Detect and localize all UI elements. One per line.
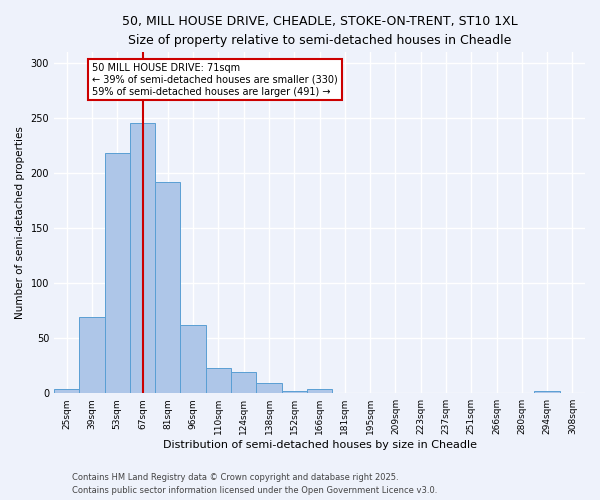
Bar — [281, 391, 307, 393]
Bar — [231, 372, 256, 393]
Bar — [307, 389, 332, 393]
Bar — [181, 325, 206, 393]
X-axis label: Distribution of semi-detached houses by size in Cheadle: Distribution of semi-detached houses by … — [163, 440, 476, 450]
Bar — [206, 368, 231, 393]
Bar — [79, 318, 104, 393]
Text: Contains HM Land Registry data © Crown copyright and database right 2025.
Contai: Contains HM Land Registry data © Crown c… — [72, 474, 437, 495]
Bar — [535, 391, 560, 393]
Bar — [54, 389, 79, 393]
Y-axis label: Number of semi-detached properties: Number of semi-detached properties — [15, 126, 25, 319]
Bar — [104, 154, 130, 393]
Bar — [155, 182, 181, 393]
Text: 50 MILL HOUSE DRIVE: 71sqm
← 39% of semi-detached houses are smaller (330)
59% o: 50 MILL HOUSE DRIVE: 71sqm ← 39% of semi… — [92, 64, 338, 96]
Bar — [130, 122, 155, 393]
Bar — [256, 384, 281, 393]
Title: 50, MILL HOUSE DRIVE, CHEADLE, STOKE-ON-TRENT, ST10 1XL
Size of property relativ: 50, MILL HOUSE DRIVE, CHEADLE, STOKE-ON-… — [122, 15, 517, 47]
